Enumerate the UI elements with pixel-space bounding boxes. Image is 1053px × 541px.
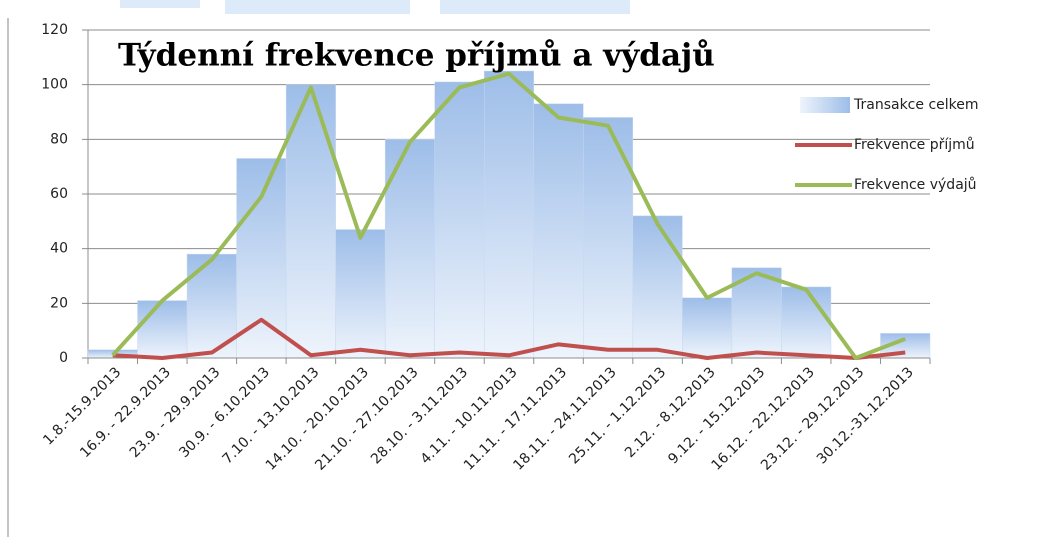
- y-tick-label: 0: [59, 350, 68, 366]
- bar: [583, 117, 634, 359]
- bar: [533, 103, 584, 359]
- bar: [137, 300, 188, 359]
- x-tick-label: 16.9. - 22.9.2013: [77, 364, 174, 461]
- y-tick-label: 60: [50, 186, 68, 202]
- legend-label: Frekvence výdajů: [854, 177, 977, 193]
- y-tick-label: 120: [41, 22, 68, 38]
- bar: [285, 84, 336, 359]
- x-tick-label: 23.9. - 29.9.2013: [127, 364, 224, 461]
- y-tick-label: 80: [50, 131, 68, 147]
- decoration: [120, 0, 200, 8]
- legend-label: Transakce celkem: [853, 97, 979, 113]
- bar: [434, 81, 485, 359]
- bar: [335, 229, 386, 359]
- x-tick-label: 25.11. - 1.12.2013: [566, 364, 669, 467]
- y-tick-label: 20: [50, 295, 68, 311]
- y-tick-label: 100: [41, 77, 68, 93]
- bar: [682, 297, 733, 359]
- x-tick-label: 4.11. - 10.11.2013: [418, 364, 521, 467]
- x-tick-label: 28.10. - 3.11.2013: [368, 364, 471, 467]
- bar: [632, 215, 683, 359]
- chart-title: Týdenní frekvence příjmů a výdajů: [118, 38, 715, 74]
- x-tick-label: 7.10. - 13.10.2013: [219, 364, 322, 467]
- bar: [483, 70, 535, 359]
- x-tick-label: 30.12.-31.12.2013: [814, 364, 917, 467]
- bar: [781, 286, 832, 359]
- x-tick-label: 2.12. - 8.12.2013: [622, 364, 719, 461]
- x-tick-label: 9.12. - 15.12.2013: [665, 364, 768, 467]
- line-series: [111, 71, 906, 360]
- bar: [236, 158, 287, 359]
- decoration: [440, 0, 630, 14]
- decoration: [225, 0, 410, 14]
- line-series: [112, 317, 906, 360]
- legend-label: Frekvence příjmů: [854, 137, 975, 153]
- x-tick-label: 30.9. - 6.10.2013: [176, 364, 273, 461]
- legend-swatch: [800, 97, 850, 113]
- y-tick-label: 40: [50, 241, 68, 257]
